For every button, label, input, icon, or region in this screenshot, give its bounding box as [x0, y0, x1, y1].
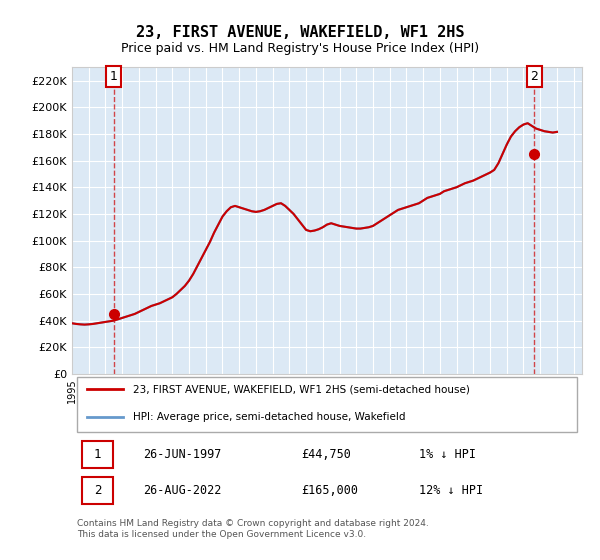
Text: 1: 1	[94, 447, 101, 460]
Text: 12% ↓ HPI: 12% ↓ HPI	[419, 484, 483, 497]
FancyBboxPatch shape	[82, 478, 113, 505]
Text: HPI: Average price, semi-detached house, Wakefield: HPI: Average price, semi-detached house,…	[133, 412, 406, 422]
Text: 26-AUG-2022: 26-AUG-2022	[143, 484, 222, 497]
FancyBboxPatch shape	[82, 441, 113, 468]
Text: 1: 1	[110, 70, 118, 83]
Text: £44,750: £44,750	[302, 447, 352, 460]
Text: 2: 2	[94, 484, 101, 497]
Text: 23, FIRST AVENUE, WAKEFIELD, WF1 2HS (semi-detached house): 23, FIRST AVENUE, WAKEFIELD, WF1 2HS (se…	[133, 384, 470, 394]
Text: £165,000: £165,000	[302, 484, 359, 497]
Text: 2: 2	[530, 70, 538, 83]
Text: Price paid vs. HM Land Registry's House Price Index (HPI): Price paid vs. HM Land Registry's House …	[121, 42, 479, 55]
Text: 23, FIRST AVENUE, WAKEFIELD, WF1 2HS: 23, FIRST AVENUE, WAKEFIELD, WF1 2HS	[136, 25, 464, 40]
FancyBboxPatch shape	[77, 377, 577, 432]
Text: Contains HM Land Registry data © Crown copyright and database right 2024.
This d: Contains HM Land Registry data © Crown c…	[77, 519, 429, 539]
Text: 1% ↓ HPI: 1% ↓ HPI	[419, 447, 476, 460]
Text: 26-JUN-1997: 26-JUN-1997	[143, 447, 222, 460]
